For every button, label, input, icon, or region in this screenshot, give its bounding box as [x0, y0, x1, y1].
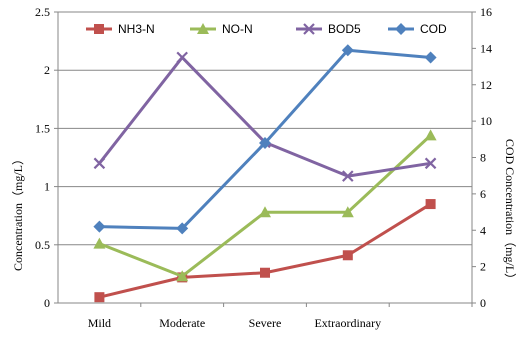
- data-point: [259, 206, 271, 218]
- right-axis-ticks: 0 2 4 6 8 10 12 14 16: [472, 5, 492, 310]
- data-point: [93, 157, 106, 170]
- legend-marker: [303, 23, 315, 35]
- right-tick-label: 2: [480, 260, 486, 274]
- series-bod5: [93, 51, 437, 182]
- series-no-n: [93, 129, 437, 282]
- right-tick-label: 8: [480, 151, 486, 165]
- data-point: [176, 222, 189, 235]
- right-tick-label: 6: [480, 187, 486, 201]
- right-tick-label: 10: [480, 114, 492, 128]
- legend-label: COD: [420, 22, 447, 36]
- category-label: Mild: [88, 316, 111, 330]
- legend-marker: [197, 23, 209, 34]
- left-tick-label: 0.5: [35, 238, 50, 252]
- series-line: [99, 202, 432, 299]
- left-tick-label: 1: [44, 180, 50, 194]
- data-point: [93, 237, 106, 249]
- right-tick-label: 16: [480, 5, 492, 19]
- category-labels: Mild Moderate Severe Extraordinary: [88, 303, 473, 330]
- series-group: [93, 44, 437, 303]
- series-line: [98, 55, 431, 178]
- category-label: Extraordinary: [314, 316, 381, 330]
- data-point: [260, 267, 270, 278]
- left-tick-label: 0: [44, 296, 50, 310]
- data-point: [259, 136, 271, 149]
- data-point: [176, 270, 189, 282]
- legend-item: NO-N: [190, 22, 253, 36]
- right-tick-label: 4: [480, 223, 486, 237]
- left-tick-label: 1.5: [35, 121, 50, 135]
- data-point: [93, 220, 106, 233]
- data-point: [424, 157, 437, 170]
- series-line: [98, 134, 432, 278]
- legend-item: COD: [388, 22, 447, 36]
- legend-item: BOD5: [296, 22, 361, 36]
- series-cod: [93, 44, 437, 235]
- left-axis-ticks: 0 0.5 1 1.5 2 2.5: [35, 5, 58, 310]
- legend-label: NO-N: [222, 22, 253, 36]
- right-tick-label: 12: [480, 78, 492, 92]
- legend-marker: [395, 23, 407, 35]
- data-point: [424, 51, 437, 64]
- right-tick-label: 0: [480, 296, 486, 310]
- data-point: [342, 250, 353, 261]
- left-tick-label: 2: [44, 63, 50, 77]
- data-point: [94, 292, 105, 303]
- legend: NH3-N NO-N BOD5 COD: [86, 22, 447, 36]
- category-label: Moderate: [159, 316, 205, 330]
- legend-label: NH3-N: [118, 22, 155, 36]
- left-axis-label: Concentration（mg/L）: [11, 153, 25, 271]
- right-axis-label: COD Concentration（mg/L）: [503, 139, 517, 285]
- data-point: [342, 170, 354, 182]
- data-point: [425, 199, 436, 210]
- data-point: [176, 51, 188, 64]
- right-tick-label: 14: [480, 41, 492, 55]
- legend-marker: [94, 24, 104, 34]
- left-tick-label: 2.5: [35, 5, 50, 19]
- legend-item: NH3-N: [86, 22, 155, 36]
- legend-label: BOD5: [328, 22, 361, 36]
- category-label: Severe: [249, 316, 282, 330]
- data-point: [341, 206, 354, 218]
- data-point: [424, 129, 437, 141]
- data-point: [341, 44, 354, 57]
